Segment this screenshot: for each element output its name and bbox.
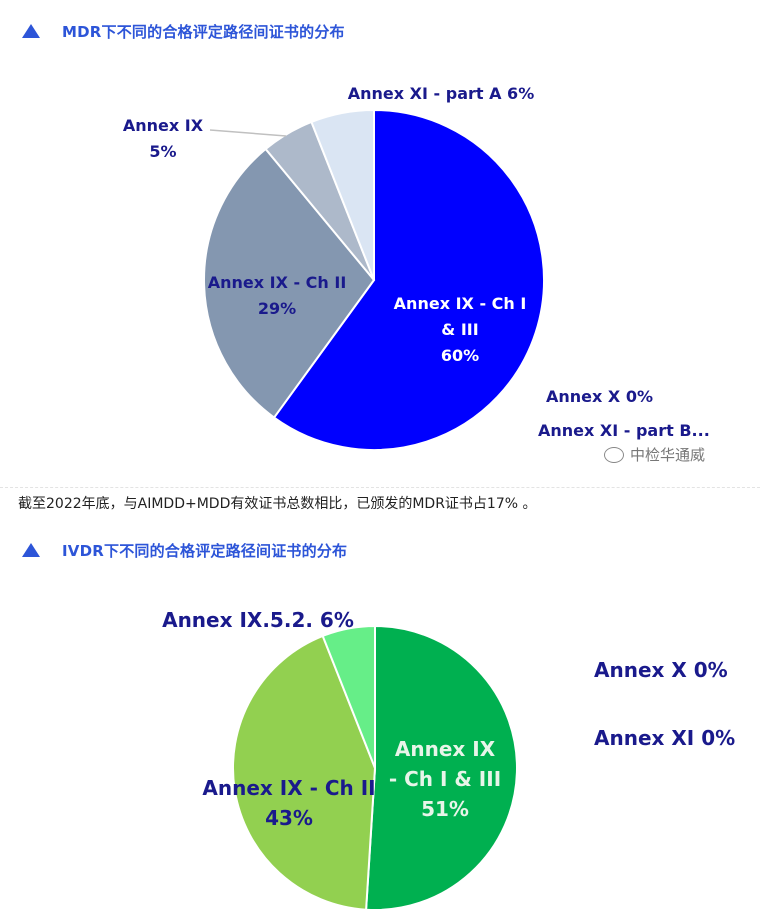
wechat-icon xyxy=(604,446,624,463)
mdr-heading: MDR下不同的合格评定路径间证书的分布 xyxy=(22,19,345,43)
mdr-pie-svg: Annex IX - Ch I & III 60% Annex IX - Ch II 2… xyxy=(123,84,710,451)
ivdr-slice-1 xyxy=(232,634,377,911)
ivdr-slice-0 xyxy=(365,624,518,911)
mdr-extra-label-0: Annex X 0% xyxy=(546,387,653,406)
ivdr-slice-label-2: Annex IX.5.2. 6% xyxy=(162,608,354,632)
summary-paragraph: 截至2022年底，与AIMDD+MDD有效证书总数相比，已颁发的MDR证书占17… xyxy=(18,496,537,512)
ivdr-heading: IVDR下不同的合格评定路径间证书的分布 xyxy=(22,538,347,562)
ivdr-pie-chart: Annex IX - Ch I & III 51% Annex IX - Ch II 4… xyxy=(0,585,760,917)
mdr-leader-line xyxy=(209,129,287,137)
mdr-slice-1 xyxy=(203,147,376,419)
ivdr-slice-label-1: Annex IX - Ch II 43% xyxy=(202,776,375,830)
mdr-extra-label-1: Annex XI - part B... xyxy=(538,421,710,440)
mdr-slice-3 xyxy=(310,108,375,281)
ivdr-pie-svg: Annex IX - Ch I & III 51% Annex IX - Ch II 4… xyxy=(162,608,735,911)
mdr-slice-label-0: Annex IX - Ch I & III 60% xyxy=(394,294,527,365)
mdr-slice-label-3: Annex XI - part A 6% xyxy=(348,84,534,103)
mdr-heading-text: MDR下不同的合格评定路径间证书的分布 xyxy=(62,22,345,41)
ivdr-slice-label-0: Annex IX - Ch I & III 51% xyxy=(389,737,501,821)
mdr-pie-chart: Annex IX - Ch I & III 60% Annex IX - Ch II 2… xyxy=(0,60,760,490)
mdr-slice-0 xyxy=(272,108,545,451)
ivdr-heading-text: IVDR下不同的合格评定路径间证书的分布 xyxy=(62,541,348,560)
mdr-slice-label-1: Annex IX - Ch II 29% xyxy=(208,273,347,318)
watermark-text: 中检华通威 xyxy=(630,446,706,464)
watermark: 中检华通威 xyxy=(604,444,705,465)
triangle-icon xyxy=(22,24,40,38)
mdr-slice-label-2: Annex IX 5% xyxy=(123,116,204,161)
divider xyxy=(0,487,760,488)
ivdr-extra-label-0: Annex X 0% xyxy=(594,658,728,682)
triangle-icon xyxy=(22,543,40,557)
ivdr-slice-2 xyxy=(321,624,376,769)
ivdr-extra-label-1: Annex XI 0% xyxy=(594,726,735,750)
